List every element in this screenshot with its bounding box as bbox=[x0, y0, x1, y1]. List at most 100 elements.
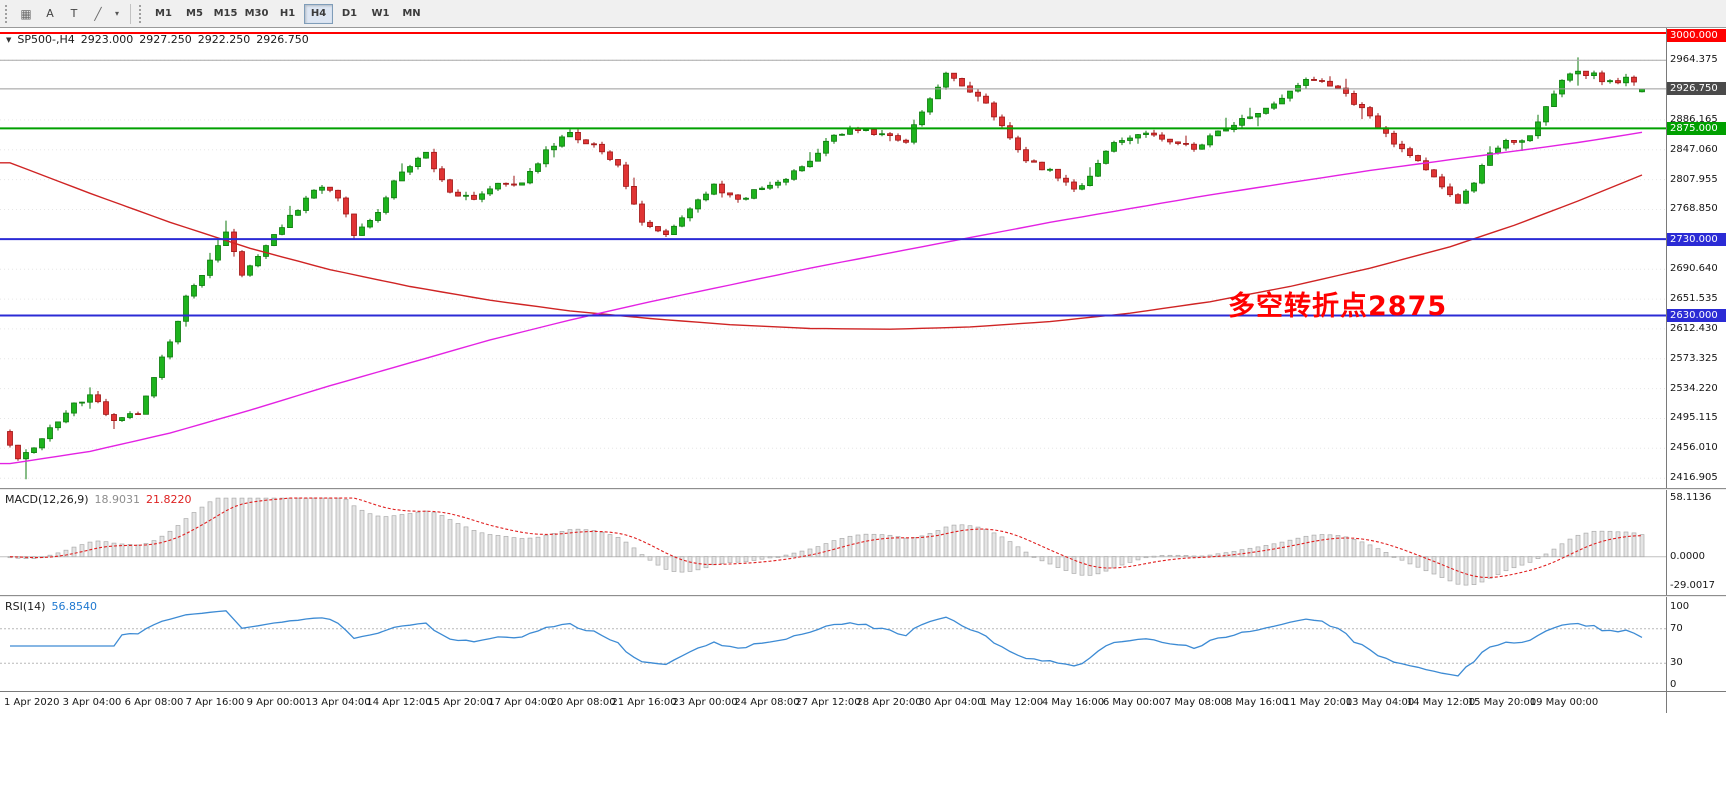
time-axis-label: 23 Apr 00:00 bbox=[672, 697, 738, 708]
time-axis-label: 15 May 20:00 bbox=[1467, 697, 1537, 708]
timeframe-button-M5[interactable]: M5 bbox=[186, 8, 203, 19]
time-axis-label: 14 May 12:00 bbox=[1406, 697, 1476, 708]
price-axis-label: 2612.430 bbox=[1670, 323, 1718, 334]
macd-axis-label: -29.0017 bbox=[1670, 580, 1715, 591]
ohlc-high: 2927.250 bbox=[139, 33, 192, 46]
trendline-tool-icon[interactable]: ╱ bbox=[94, 6, 102, 21]
price-axis-tag: 3000.000 bbox=[1667, 29, 1726, 42]
time-axis-label: 3 Apr 04:00 bbox=[62, 697, 122, 708]
time-axis-label: 6 Apr 08:00 bbox=[124, 697, 184, 708]
rsi-axis[interactable]: 100 70 30 0 bbox=[1666, 597, 1726, 691]
time-axis-label: 27 Apr 12:00 bbox=[795, 697, 861, 708]
ohlc-open: 2923.000 bbox=[80, 33, 134, 46]
price-axis-label: 2534.220 bbox=[1670, 383, 1718, 394]
timeframe-button-MN[interactable]: MN bbox=[402, 8, 421, 19]
price-axis-tag: 2730.000 bbox=[1667, 233, 1726, 246]
rsi-axis-label: 70 bbox=[1670, 623, 1683, 634]
rsi-value: 56.8540 bbox=[51, 600, 97, 613]
chart-title: ▼ SP500-,H4 2923.000 2927.250 2922.250 2… bbox=[6, 33, 309, 46]
price-axis-label: 2495.115 bbox=[1670, 412, 1718, 423]
timeframe-toolbar-grip[interactable] bbox=[139, 4, 143, 23]
price-axis[interactable]: 2964.375 2886.165 2847.060 2807.955 2768.850… bbox=[1666, 28, 1726, 488]
macd-axis-label: 0.0000 bbox=[1670, 551, 1705, 562]
time-axis-label: 13 May 04:00 bbox=[1345, 697, 1415, 708]
toolbar-grip[interactable] bbox=[5, 4, 9, 23]
price-axis-label: 2886.165 bbox=[1670, 114, 1718, 125]
price-axis-label: 2690.640 bbox=[1670, 263, 1718, 274]
rsi-title: RSI(14) 56.8540 bbox=[5, 600, 97, 613]
chart-text-annotation[interactable]: 多空转折点2875 bbox=[1228, 291, 1448, 322]
price-axis-label: 2456.010 bbox=[1670, 442, 1718, 453]
ohlc-close: 2926.750 bbox=[256, 33, 309, 46]
time-axis-label: 8 May 16:00 bbox=[1225, 697, 1289, 708]
timeframe-button-D1[interactable]: D1 bbox=[341, 8, 358, 19]
rsi-label: RSI(14) bbox=[5, 600, 46, 613]
text-label-icon[interactable]: T bbox=[70, 7, 78, 20]
macd-title: MACD(12,26,9) 18.9031 21.8220 bbox=[5, 493, 192, 506]
rsi-canvas[interactable] bbox=[0, 597, 1666, 695]
price-axis-tag: 2630.000 bbox=[1667, 309, 1726, 322]
timeframe-button-M15[interactable]: M15 bbox=[213, 8, 238, 19]
timeframe-button-H1[interactable]: H1 bbox=[279, 8, 296, 19]
time-axis-label: 21 Apr 16:00 bbox=[611, 697, 677, 708]
toolbar: ▦ A T ╱ ▾ M1 M5 M15 M30 H1 H4 D1 W1 MN bbox=[0, 0, 1726, 28]
candlestick-canvas[interactable] bbox=[0, 28, 1666, 492]
time-axis-label: 13 Apr 04:00 bbox=[305, 697, 371, 708]
time-axis-label: 9 Apr 00:00 bbox=[246, 697, 306, 708]
ohlc-low: 2922.250 bbox=[197, 33, 251, 46]
time-axis-label: 30 Apr 04:00 bbox=[918, 697, 984, 708]
annotate-text-icon[interactable]: A bbox=[46, 7, 54, 20]
toolbar-tools: ▦ A T ╱ ▾ bbox=[14, 3, 124, 24]
time-axis-label: 14 Apr 12:00 bbox=[366, 697, 432, 708]
price-axis-label: 2847.060 bbox=[1670, 144, 1718, 155]
toolbar-separator bbox=[130, 3, 131, 24]
price-axis-tag: 2875.000 bbox=[1667, 122, 1726, 135]
time-axis-label: 17 Apr 04:00 bbox=[488, 697, 554, 708]
time-axis-label: 7 Apr 16:00 bbox=[185, 697, 245, 708]
time-axis-label: 1 May 12:00 bbox=[980, 697, 1044, 708]
price-axis-label: 2651.535 bbox=[1670, 293, 1718, 304]
timeframe-button-M30[interactable]: M30 bbox=[244, 8, 269, 19]
panel-splitter[interactable] bbox=[0, 595, 1726, 597]
time-axis-label: 4 May 16:00 bbox=[1041, 697, 1105, 708]
price-axis-tag: 2926.750 bbox=[1667, 82, 1726, 95]
time-axis-label: 7 May 08:00 bbox=[1164, 697, 1228, 708]
price-axis-label: 2573.325 bbox=[1670, 353, 1718, 364]
price-axis-label: 2416.905 bbox=[1670, 472, 1718, 483]
time-axis-label: 24 Apr 08:00 bbox=[734, 697, 800, 708]
price-axis-label: 2964.375 bbox=[1670, 54, 1718, 65]
macd-value: 18.9031 bbox=[94, 493, 141, 506]
time-axis-label: 19 May 00:00 bbox=[1529, 697, 1599, 708]
axis-corner bbox=[1666, 691, 1726, 713]
time-axis-label: 28 Apr 20:00 bbox=[856, 697, 922, 708]
symbol-period-label: SP500-,H4 bbox=[17, 33, 75, 46]
macd-label: MACD(12,26,9) bbox=[5, 493, 89, 506]
price-axis-label: 2768.850 bbox=[1670, 203, 1718, 214]
macd-canvas[interactable] bbox=[0, 490, 1666, 599]
main-chart-panel: 2964.375 2886.165 2847.060 2807.955 2768.850… bbox=[0, 28, 1726, 488]
tools-dropdown-icon[interactable]: ▾ bbox=[114, 9, 119, 18]
rsi-axis-label: 100 bbox=[1670, 601, 1690, 612]
charts-window-icon[interactable]: ▦ bbox=[20, 6, 32, 21]
time-axis-label: 20 Apr 08:00 bbox=[550, 697, 616, 708]
timeframe-buttons: M1 M5 M15 M30 H1 H4 D1 W1 MN bbox=[148, 3, 427, 24]
timeframe-button-H4[interactable]: H4 bbox=[304, 3, 333, 24]
bottom-empty-area bbox=[0, 713, 1726, 785]
panel-splitter[interactable] bbox=[0, 488, 1726, 490]
timeframe-button-W1[interactable]: W1 bbox=[371, 8, 390, 19]
timeframe-button-M1[interactable]: M1 bbox=[155, 8, 172, 19]
time-axis-label: 15 Apr 20:00 bbox=[427, 697, 493, 708]
macd-axis-label: 58.1136 bbox=[1670, 492, 1712, 503]
rsi-axis-label: 30 bbox=[1670, 657, 1683, 668]
macd-panel: 58.1136 0.0000 -29.0017 MACD(12,26,9) 18.9… bbox=[0, 490, 1726, 595]
time-axis[interactable]: 1 Apr 2020 3 Apr 04:00 6 Apr 08:00 7 Apr 16… bbox=[0, 691, 1666, 713]
time-axis-label: 11 May 20:00 bbox=[1283, 697, 1353, 708]
price-axis-label: 2807.955 bbox=[1670, 174, 1718, 185]
macd-axis[interactable]: 58.1136 0.0000 -29.0017 bbox=[1666, 490, 1726, 595]
rsi-panel: 100 70 30 0 RSI(14) 56.8540 bbox=[0, 597, 1726, 691]
time-axis-label: 6 May 00:00 bbox=[1102, 697, 1166, 708]
symbol-dropdown-icon[interactable]: ▼ bbox=[6, 35, 12, 44]
rsi-axis-label: 0 bbox=[1670, 679, 1677, 690]
macd-signal-value: 21.8220 bbox=[146, 493, 192, 506]
